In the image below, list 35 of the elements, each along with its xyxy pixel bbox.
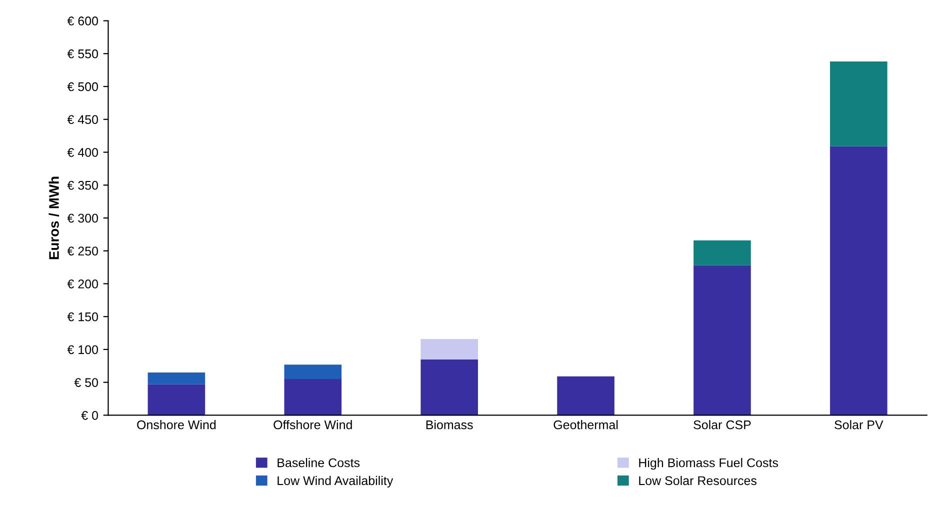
bar — [148, 372, 206, 384]
bar — [284, 379, 342, 416]
y-tick-label: € 250 — [67, 246, 98, 256]
legend-label: High Biomass Fuel Costs — [639, 458, 778, 470]
x-tick-label: Onshore Wind — [137, 420, 216, 430]
x-tick-label: Geothermal — [554, 420, 618, 430]
y-tick-label: € 50 — [74, 378, 98, 387]
y-axis-title: Euros / MWh — [48, 176, 60, 260]
y-tick-label: € 500 — [67, 82, 98, 92]
y-tick-label: € 0 — [81, 411, 98, 420]
bar — [694, 240, 751, 266]
x-tick-label: Biomass — [426, 420, 473, 430]
bar — [148, 384, 206, 416]
legend-label: Baseline Costs — [278, 458, 360, 468]
y-tick-label: € 400 — [67, 148, 98, 157]
x-tick-label: Solar PV — [834, 420, 884, 430]
legend-label: Low Solar Resources — [639, 476, 756, 486]
bar — [420, 338, 478, 360]
x-tick-label: Offshore Wind — [274, 420, 352, 430]
y-tick-label: € 200 — [67, 280, 98, 288]
y-tick-label: € 350 — [67, 180, 98, 190]
y-tick-label: € 150 — [67, 312, 98, 322]
y-tick-label: € 300 — [67, 214, 98, 223]
y-tick-label: € 550 — [67, 49, 98, 58]
bar — [830, 62, 888, 146]
y-tick-label: € 600 — [67, 16, 98, 26]
y-tick-label: € 450 — [67, 115, 98, 124]
bar — [284, 364, 342, 380]
bar — [694, 265, 751, 416]
bar — [420, 359, 478, 416]
x-tick-label: Solar CSP — [694, 420, 751, 430]
legend-label: Low Wind Availability — [278, 476, 394, 488]
y-tick-label: € 100 — [67, 345, 98, 354]
bar — [830, 146, 888, 416]
bar — [557, 376, 614, 416]
